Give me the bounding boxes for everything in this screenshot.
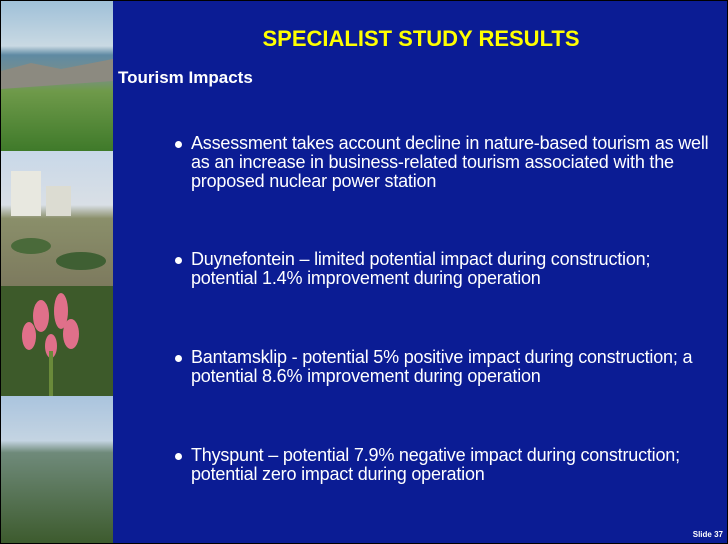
photo-coast [1,1,113,151]
photo-flower [1,286,113,396]
photo-landscape [1,396,113,543]
bullet-text: Assessment takes account decline in natu… [191,133,709,191]
bullet-text: Duynefontein – limited potential impact … [191,249,651,288]
bullet-dot [175,453,182,460]
bullet-text: Thyspunt – potential 7.9% negative impac… [191,445,680,484]
slide-title: SPECIALIST STUDY RESULTS [262,26,580,51]
photo-power-station [1,151,113,286]
bullet-text: Bantamsklip - potential 5% positive impa… [191,347,693,386]
bullet-dot [175,257,182,264]
bullet-dot [175,141,182,148]
bullet-dot [175,355,182,362]
slide-number: Slide 37 [692,530,723,539]
slide-subtitle: Tourism Impacts [118,68,253,87]
